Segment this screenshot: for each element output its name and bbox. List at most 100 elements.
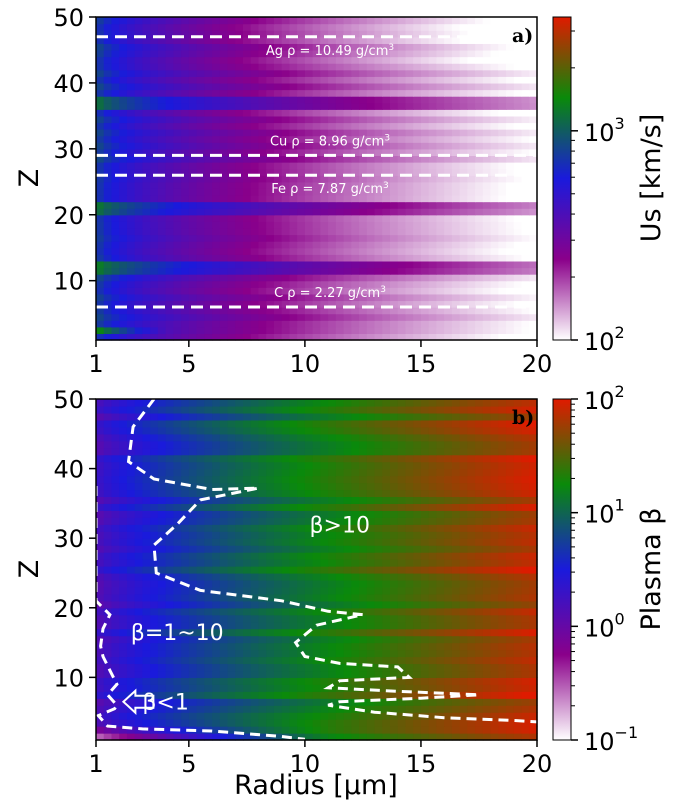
heatmap-cell — [335, 280, 345, 288]
heatmap-cell — [428, 241, 438, 249]
heatmap-cell — [235, 586, 244, 595]
heatmap-cell — [126, 96, 136, 104]
heatmap-cell — [165, 30, 174, 38]
heatmap-cell — [266, 503, 275, 511]
heatmap-cell — [196, 684, 205, 692]
heatmap-cell — [428, 254, 438, 262]
heatmap-cell — [482, 109, 492, 117]
heatmap-cell — [173, 482, 182, 491]
heatmap-cell — [289, 234, 298, 242]
heatmap-cell — [297, 76, 306, 84]
heatmap-cell — [420, 241, 430, 249]
heatmap-cell — [150, 148, 159, 157]
heatmap-cell — [150, 559, 159, 567]
heatmap-cell — [475, 489, 484, 498]
heatmap-cell — [513, 300, 523, 308]
heatmap-cell — [366, 614, 376, 623]
colorbar-tick-exponent: 2 — [615, 323, 625, 342]
heatmap-cell — [111, 267, 120, 275]
heatmap-cell — [428, 663, 438, 672]
heatmap-cell — [219, 320, 229, 328]
heatmap-cell — [134, 705, 144, 713]
heatmap-cell — [219, 188, 229, 196]
heatmap-cell — [119, 115, 128, 124]
heatmap-cell — [250, 142, 260, 150]
heatmap-cell — [134, 30, 144, 38]
heatmap-cell — [250, 194, 260, 203]
heatmap-cell — [126, 510, 136, 518]
heatmap-cell — [374, 635, 383, 644]
heatmap-cell — [142, 162, 151, 170]
heatmap-cell — [150, 188, 159, 196]
heatmap-cell — [420, 307, 430, 315]
heatmap-cell — [420, 188, 430, 196]
heatmap-cell — [304, 254, 314, 262]
heatmap-cell — [235, 663, 244, 672]
heatmap-cell — [436, 49, 445, 58]
heatmap-cell — [181, 719, 190, 727]
heatmap-cell — [304, 531, 314, 539]
heatmap-cell — [243, 241, 252, 249]
heatmap-cell — [157, 670, 167, 678]
heatmap-cell — [521, 510, 530, 518]
heatmap-cell — [243, 234, 252, 242]
heatmap-cell — [436, 201, 445, 209]
heatmap-cell — [498, 155, 507, 163]
heatmap-cell — [343, 510, 352, 518]
heatmap-cell — [428, 733, 438, 741]
heatmap-cell — [475, 241, 484, 249]
heatmap-cell — [235, 247, 244, 255]
heatmap-cell — [343, 621, 352, 630]
heatmap-cell — [157, 254, 167, 262]
heatmap-cell — [134, 76, 144, 84]
heatmap-cell — [289, 607, 298, 616]
heatmap-cell — [204, 89, 213, 97]
heatmap-cell — [273, 234, 283, 242]
heatmap-cell — [157, 63, 167, 71]
heatmap-cell — [250, 566, 260, 574]
heatmap-cell — [258, 76, 267, 84]
heatmap-cell — [320, 566, 329, 574]
heatmap-cell — [351, 517, 360, 525]
heatmap-cell — [258, 698, 267, 706]
heatmap-cell — [227, 194, 236, 203]
heatmap-cell — [513, 320, 523, 328]
heatmap-cell — [498, 313, 507, 321]
heatmap-cell — [196, 234, 205, 242]
heatmap-cell — [204, 102, 213, 110]
heatmap-cell — [351, 572, 360, 581]
heatmap-cell — [119, 155, 128, 163]
heatmap-cell — [188, 600, 198, 609]
heatmap-cell — [413, 274, 422, 282]
heatmap-cell — [351, 566, 360, 574]
heatmap-cell — [413, 545, 422, 553]
heatmap-cell — [212, 552, 221, 560]
heatmap-cell — [227, 49, 236, 58]
heatmap-cell — [428, 333, 438, 341]
heatmap-cell — [119, 628, 128, 637]
heatmap-cell — [482, 155, 492, 163]
heatmap-cell — [420, 586, 430, 595]
heatmap-cell — [351, 122, 360, 130]
heatmap-cell — [212, 698, 221, 706]
heatmap-cell — [273, 593, 283, 602]
heatmap-cell — [482, 663, 492, 672]
heatmap-cell — [227, 600, 236, 609]
heatmap-cell — [390, 96, 399, 104]
heatmap-cell — [529, 36, 538, 44]
heatmap-cell — [111, 181, 120, 189]
heatmap-cell — [297, 607, 306, 616]
heatmap-cell — [103, 129, 113, 137]
heatmap-cell — [420, 115, 430, 124]
heatmap-cell — [173, 475, 182, 484]
heatmap-cell — [196, 517, 205, 525]
heatmap-cell — [359, 247, 368, 255]
heatmap-cell — [521, 579, 530, 588]
heatmap-cell — [173, 287, 182, 295]
heatmap-cell — [142, 221, 151, 229]
heatmap-cell — [119, 142, 128, 150]
heatmap-cell — [420, 531, 430, 539]
heatmap-cell — [266, 326, 275, 335]
heatmap-cell — [212, 194, 221, 203]
heatmap-cell — [157, 36, 167, 44]
